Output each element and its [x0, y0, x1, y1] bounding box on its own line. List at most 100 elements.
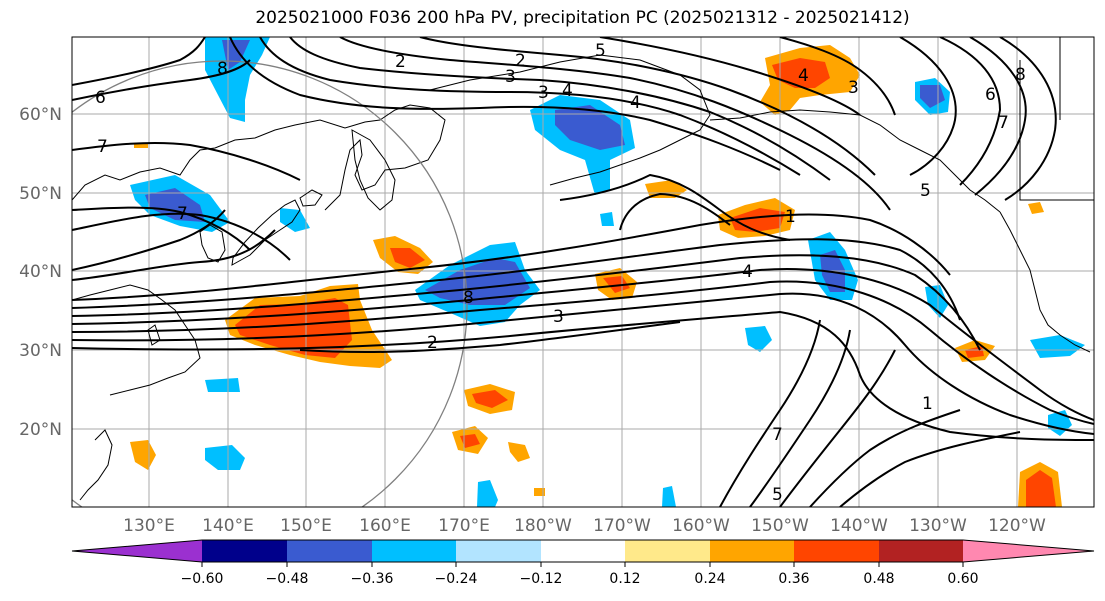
- pv-contour: [72, 238, 961, 321]
- colorbar-label: 0.60: [947, 571, 978, 587]
- contour-label: 5: [920, 181, 931, 201]
- colorbar-cell: [963, 540, 1094, 562]
- colorbar-cell: [541, 540, 625, 562]
- pv-contour: [72, 213, 951, 301]
- contour-labels: 2 3 5 4 6 7 8 7 8 4 3 2 4 3 6 8 7 5 1 1 …: [95, 41, 1026, 505]
- colorbar-label: −0.60: [181, 571, 224, 587]
- latitude-labels: 60°N 50°N 40°N 30°N 20°N: [19, 105, 62, 440]
- contour-label: 2: [427, 333, 438, 353]
- contour-label: 2: [395, 52, 406, 72]
- pv-contour: [72, 310, 1094, 441]
- precip-blob: [472, 390, 508, 408]
- precip-blob: [205, 445, 245, 470]
- colorbar-cell: [710, 540, 794, 562]
- precip-blob: [603, 276, 630, 293]
- contour-label: 7: [772, 425, 783, 445]
- colorbar-label: −0.48: [266, 571, 309, 587]
- contour-label: 2: [515, 51, 526, 71]
- precip-blob: [460, 434, 480, 448]
- contour-label: 6: [95, 88, 106, 108]
- contour-label: 7: [998, 113, 1009, 133]
- coast-taiwan: [147, 324, 161, 346]
- contour-label: 6: [985, 85, 996, 105]
- colorbar-label: −0.12: [520, 571, 563, 587]
- colorbar-cell: [372, 540, 456, 562]
- colorbar-label: 0.48: [863, 571, 894, 587]
- pv-contour: [229, 37, 781, 171]
- coast-kamchatka: [351, 129, 396, 211]
- precip-blob: [555, 105, 625, 150]
- contour-label: 7: [177, 204, 188, 224]
- lon-label: 150°W: [751, 516, 809, 536]
- pv-contour: [72, 37, 206, 86]
- coastlines: [72, 37, 1094, 501]
- pv-contour: [899, 37, 957, 176]
- colorbar-cell: [72, 540, 202, 562]
- precip-blob: [508, 442, 530, 462]
- coast-hokkaido: [299, 189, 323, 207]
- lon-label: 130°E: [123, 516, 175, 536]
- contour-label: 4: [562, 81, 573, 101]
- pv-contour: [749, 329, 851, 507]
- pv-contour: [999, 37, 1057, 201]
- pv-contour: [719, 319, 821, 507]
- pv-contour: [339, 37, 891, 211]
- pv-contour: [939, 37, 1002, 186]
- precip-blob: [280, 208, 310, 232]
- precip-blob: [1028, 202, 1044, 214]
- pv-contour: [619, 192, 731, 231]
- pv-contour: [72, 268, 1094, 421]
- pv-contour: [779, 37, 896, 116]
- colorbar-cell: [202, 540, 287, 562]
- precip-blob: [1030, 335, 1085, 358]
- contour-label: 4: [798, 66, 809, 86]
- pv-contour: [809, 409, 961, 507]
- colorbar-label: 0.36: [778, 571, 809, 587]
- precip-blob: [477, 480, 498, 507]
- lon-label: 160°E: [359, 516, 411, 536]
- coast-china: [72, 284, 201, 396]
- precip-blob: [205, 37, 270, 122]
- lon-label: 140°E: [202, 516, 254, 536]
- pv-contour: [839, 431, 1021, 507]
- lat-label: 40°N: [19, 262, 62, 282]
- precip-blob: [1026, 470, 1056, 507]
- contour-label: 1: [785, 207, 796, 227]
- coast-philippines: [79, 429, 113, 501]
- contour-label: 5: [595, 41, 606, 61]
- precip-blob: [205, 378, 240, 392]
- longitude-labels: 130°E 140°E 150°E 160°E 170°E 180°W 170°…: [123, 516, 1046, 536]
- colorbar-ticks: [201, 562, 964, 567]
- pv-contour: [72, 254, 981, 351]
- lon-label: 170°E: [438, 516, 490, 536]
- lon-label: 150°E: [280, 516, 332, 536]
- precip-blob: [920, 85, 945, 108]
- precip-blob: [745, 326, 772, 352]
- coast-korea: [199, 224, 226, 263]
- pv-contour: [559, 173, 791, 241]
- contour-label: 1: [922, 394, 933, 414]
- colorbar-cell: [456, 540, 541, 562]
- pv-contour: [259, 37, 801, 176]
- contour-label: 8: [217, 59, 228, 79]
- contour-label: 3: [538, 83, 549, 103]
- pv-contour: [599, 37, 861, 116]
- precip-blob: [925, 285, 948, 318]
- pv-contour: [72, 206, 251, 251]
- precip-shading: [130, 37, 1085, 507]
- pv-contour: [72, 141, 301, 181]
- contour-label: 3: [848, 78, 859, 98]
- colorbar-label: 0.12: [609, 571, 640, 587]
- pv-contour: [289, 37, 831, 181]
- map-frame: [71, 36, 1095, 508]
- contour-label: 4: [630, 93, 641, 113]
- precip-blob: [130, 440, 156, 470]
- pv-contour: [72, 280, 1094, 425]
- contour-label: 8: [1015, 65, 1026, 85]
- precip-blob: [222, 40, 250, 70]
- lat-label: 60°N: [19, 105, 62, 125]
- colorbar-cell: [879, 540, 963, 562]
- colorbar-label: −0.36: [351, 571, 394, 587]
- pv-contour: [299, 321, 681, 354]
